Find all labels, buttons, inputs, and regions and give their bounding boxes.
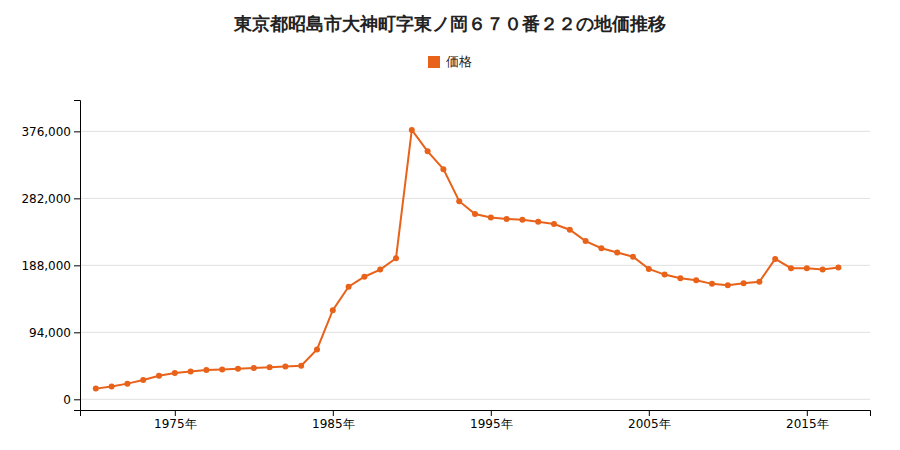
data-point: [820, 267, 826, 273]
x-axis-line: [81, 411, 871, 417]
data-point: [504, 216, 510, 222]
legend-swatch: [428, 56, 440, 68]
data-point: [235, 366, 241, 372]
data-point: [93, 386, 99, 392]
grid-line: [80, 332, 870, 333]
data-point: [188, 369, 194, 375]
data-point: [535, 219, 541, 225]
data-point: [440, 166, 446, 172]
y-axis-tick-mark: [74, 332, 80, 333]
x-axis-tick: 2015年: [786, 410, 829, 431]
data-point: [725, 282, 731, 288]
data-point: [741, 280, 747, 286]
x-axis-tick-label: 1995年: [470, 417, 513, 431]
y-axis-tick: 94,000: [29, 326, 80, 340]
y-axis-line: [74, 101, 81, 411]
x-axis-tick: 1975年: [154, 410, 197, 431]
chart-container: 東京都昭島市大神町字東ノ岡６７０番２２の地価推移 1975年 1985年 1995年 2…: [0, 0, 900, 450]
x-axis-tick-mark: [491, 410, 492, 416]
data-point: [156, 373, 162, 379]
series-markers: [93, 127, 842, 392]
data-point: [109, 383, 115, 389]
x-axis-tick-label: 2005年: [628, 417, 671, 431]
data-point: [567, 227, 573, 233]
data-point: [551, 221, 557, 227]
data-point: [409, 127, 415, 133]
data-point: [203, 367, 209, 373]
data-point: [598, 245, 604, 251]
y-axis-tick-label: 94,000: [29, 326, 71, 340]
data-point: [361, 274, 367, 280]
x-axis: 1975年 1985年 1995年 2005年 2015年: [81, 410, 871, 431]
y-axis-tick: 0: [63, 393, 80, 407]
data-point: [298, 363, 304, 369]
data-point: [140, 377, 146, 383]
x-axis-tick-label: 1985年: [312, 417, 355, 431]
data-point: [519, 217, 525, 223]
data-point: [377, 267, 383, 273]
chart-svg: 東京都昭島市大神町字東ノ岡６７０番２２の地価推移 1975年 1985年 1995年 2…: [0, 0, 900, 450]
grid-line: [80, 265, 870, 266]
data-point: [756, 279, 762, 285]
data-point: [614, 250, 620, 256]
y-axis-tick: 282,000: [21, 192, 80, 206]
data-point: [219, 366, 225, 372]
x-axis-tick: 1985年: [312, 410, 355, 431]
data-point: [804, 265, 810, 271]
data-point: [346, 284, 352, 290]
x-axis-tick: 1995年: [470, 410, 513, 431]
data-point: [662, 272, 668, 278]
x-axis-tick-mark: [807, 410, 808, 416]
x-axis-tick: 2005年: [628, 410, 671, 431]
x-axis-tick-label: 1975年: [154, 417, 197, 431]
y-axis-tick-mark: [74, 399, 80, 400]
data-point: [646, 266, 652, 272]
x-axis-tick-mark: [333, 410, 334, 416]
y-axis-tick-label: 282,000: [21, 192, 71, 206]
data-point: [677, 275, 683, 281]
data-point: [172, 370, 178, 376]
data-point: [630, 254, 636, 260]
grid-line: [80, 131, 870, 132]
data-point: [456, 198, 462, 204]
data-point: [267, 364, 273, 370]
data-point: [693, 277, 699, 283]
y-axis-tick-label: 376,000: [21, 125, 71, 139]
x-axis-tick-mark: [175, 410, 176, 416]
data-point: [788, 265, 794, 271]
y-grid: [80, 131, 870, 399]
series-line: [96, 130, 839, 389]
grid-line: [80, 198, 870, 199]
data-point: [393, 255, 399, 261]
data-point: [425, 148, 431, 154]
legend: 価格: [428, 54, 472, 69]
y-axis-tick: 188,000: [21, 259, 80, 273]
y-axis-tick-label: 188,000: [21, 259, 71, 273]
legend-item: 価格: [428, 54, 472, 69]
data-point: [330, 307, 336, 313]
data-point: [124, 381, 130, 387]
x-axis-tick-mark: [649, 410, 650, 416]
data-point: [314, 346, 320, 352]
y-axis: 0 94,000 188,000 282,000 376,000: [21, 101, 80, 411]
data-point: [282, 364, 288, 370]
y-axis-tick-label: 0: [63, 393, 71, 407]
data-marks: [93, 127, 842, 392]
x-axis-tick-label: 2015年: [786, 417, 829, 431]
data-point: [472, 211, 478, 217]
y-axis-tick-mark: [74, 198, 80, 199]
y-axis-tick-mark: [74, 265, 80, 266]
data-point: [488, 215, 494, 221]
data-point: [772, 256, 778, 262]
data-point: [583, 238, 589, 244]
data-point: [251, 365, 257, 371]
y-axis-tick: 376,000: [21, 125, 80, 139]
data-point: [709, 281, 715, 287]
grid-line: [80, 399, 870, 400]
data-point: [835, 264, 841, 270]
legend-label: 価格: [446, 54, 472, 69]
chart-title: 東京都昭島市大神町字東ノ岡６７０番２２の地価推移: [233, 13, 666, 34]
y-axis-tick-mark: [74, 131, 80, 132]
plot-area: 1975年 1985年 1995年 2005年 2015年 0 94,000 188,000 2…: [21, 101, 870, 431]
